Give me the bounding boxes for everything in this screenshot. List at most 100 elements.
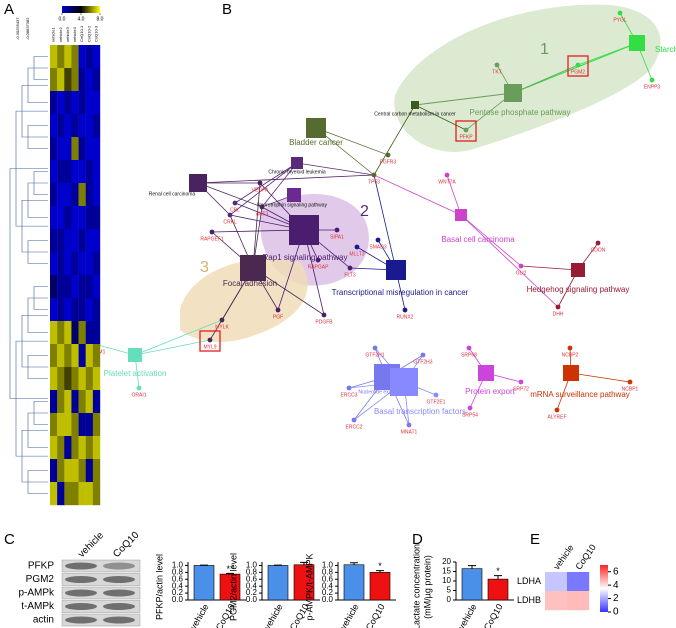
heatmap-cell — [50, 321, 58, 345]
pathway-label: mRNA surveillance pathway — [530, 390, 630, 399]
panel-label: C — [4, 531, 15, 548]
bar — [343, 564, 365, 601]
heatmap-cell — [50, 436, 58, 460]
gene-label: SIPA1 — [330, 234, 344, 240]
network-edge — [134, 339, 211, 356]
gene-node — [555, 304, 561, 310]
y-axis-label: Lactate concentration — [411, 544, 421, 628]
y-tick-label: 0.8 — [246, 567, 258, 576]
y-tick-label: 1.0 — [322, 561, 334, 570]
y-tick-label: 0.6 — [322, 574, 334, 583]
x-tick-label: CoQ10 — [482, 602, 505, 628]
significance: ** — [226, 564, 234, 574]
gene-node — [649, 77, 655, 83]
network-edge — [570, 372, 631, 383]
gene-label: DHH — [553, 311, 564, 317]
y-axis-label: PFKP/actin level — [154, 554, 164, 620]
pathway-node — [289, 215, 319, 245]
y-tick-label: 0.4 — [246, 581, 258, 590]
pathway-label: Nucleotide excision repair — [358, 389, 416, 395]
bar — [461, 568, 483, 601]
heatmap-cell — [57, 298, 65, 322]
heatmap-cell — [50, 68, 58, 92]
dendrogram — [9, 168, 48, 399]
colorbar-tick-label: 4.0 — [78, 16, 85, 22]
gene-label: PFKP — [459, 134, 473, 140]
gene-node — [627, 379, 633, 385]
group-label: 3 — [200, 259, 209, 276]
y-tick-label: 0.0 — [172, 595, 184, 604]
heatmap-cell — [85, 114, 94, 138]
panel-label: A — [4, 1, 14, 18]
column-label: CoQ10-3 — [93, 25, 98, 42]
blot-band — [103, 576, 135, 583]
heatmap-cell — [57, 275, 65, 299]
heatmap-cell — [78, 482, 86, 506]
gene-label: ORAI1 — [131, 392, 146, 398]
network-edge — [252, 182, 261, 269]
highlight-box — [567, 55, 589, 77]
gene-label: GTF2E1 — [427, 399, 446, 405]
lane-label: vehicle — [76, 530, 106, 560]
heatmap-cell — [92, 137, 101, 161]
heatmap-cell — [78, 275, 86, 299]
gene-label: SRP72 — [513, 386, 529, 392]
heatmap-cell — [92, 252, 101, 276]
network-edge — [373, 104, 416, 176]
gene-label: GTF2H1 — [365, 352, 384, 358]
heatmap-cell — [78, 367, 86, 391]
heatmap-cell — [567, 572, 590, 592]
gene-label: RAPGEF1 — [200, 236, 224, 242]
colorbar-tick-label: 0.0 — [59, 16, 66, 22]
pathway-node — [629, 35, 645, 51]
pathway-label: Renal cell carcinoma — [149, 191, 196, 197]
heatmap-cell — [85, 413, 94, 437]
gene-node — [227, 212, 233, 218]
y-tick-label: 15 — [442, 567, 451, 576]
gene-label: TP53 — [368, 179, 380, 185]
heatmap-cell — [85, 298, 94, 322]
gene-label: ALYREF — [547, 414, 566, 420]
heatmap-cell — [57, 413, 65, 437]
gene-label: ENPP3 — [644, 84, 661, 90]
gene-label: MNAT1 — [401, 429, 418, 435]
gene-label: PDGFB — [315, 319, 333, 325]
heatmap-cell — [85, 229, 94, 253]
heatmap-cell — [85, 459, 94, 483]
heatmap-cell — [64, 252, 72, 276]
y-tick-label: 0.8 — [322, 567, 334, 576]
heatmap-cell — [85, 68, 94, 92]
highlight-box — [455, 120, 477, 142]
y-tick-label: 0.2 — [322, 588, 334, 597]
gene-node — [444, 172, 450, 178]
heatmap-cell — [92, 436, 101, 460]
pathway-node — [390, 368, 418, 396]
gene-node — [347, 265, 353, 271]
gene-label: CBL — [230, 207, 240, 213]
pathway-label: Pentose phosphate pathway — [470, 108, 571, 117]
error-bar — [226, 572, 234, 575]
panel-label: B — [222, 1, 232, 18]
colorbar-tick-label: 6 — [613, 566, 619, 577]
gene-label: TKT — [492, 69, 501, 75]
gene-node — [232, 200, 238, 206]
colorbar — [600, 565, 608, 612]
network-edge — [512, 42, 638, 94]
gene-label: SRP68 — [461, 352, 477, 358]
heatmap-cell — [85, 321, 94, 345]
significance: * — [378, 561, 382, 571]
blot-band — [103, 562, 135, 570]
network-edge — [512, 64, 579, 94]
gene-node — [467, 405, 473, 411]
gene-label: MLLT3 — [349, 251, 364, 257]
gene-node — [259, 204, 265, 210]
heatmap-cell — [50, 91, 58, 115]
pathway-node — [563, 365, 579, 381]
heatmap-cell — [78, 183, 86, 207]
panel-label: E — [530, 531, 540, 548]
heatmap-cell — [57, 367, 65, 391]
gene-label: FGFR3 — [380, 159, 397, 165]
pathway-label: Starch and sucrose metabolism — [655, 45, 676, 54]
pathway-label: Central carbon metabolism in cancer — [374, 111, 456, 117]
heatmap-cell — [64, 390, 72, 414]
